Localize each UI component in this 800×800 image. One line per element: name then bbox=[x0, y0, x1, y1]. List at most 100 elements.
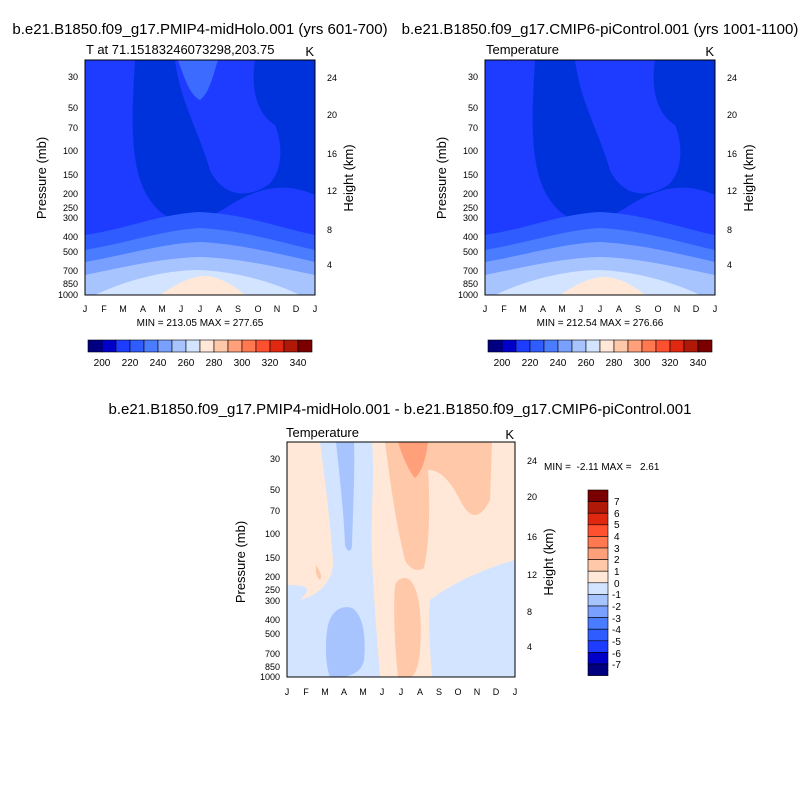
subtitle-left: Temperature bbox=[286, 425, 359, 440]
y-tick-label: 500 bbox=[63, 247, 78, 257]
contour-level-1-2-upper bbox=[385, 442, 492, 570]
x-tick-label: O bbox=[654, 304, 661, 314]
y-tick-label: 300 bbox=[265, 596, 280, 606]
x-tick-label: J bbox=[380, 687, 385, 697]
colorbar-tick-label: 280 bbox=[606, 358, 623, 369]
colorbar-swatch bbox=[87, 339, 103, 353]
y-tick-label: 100 bbox=[265, 529, 280, 539]
x-tick-label: M bbox=[119, 304, 127, 314]
y-right-tick-label: 4 bbox=[527, 642, 532, 652]
colorbar-swatch bbox=[101, 339, 117, 353]
y-tick-label: 700 bbox=[463, 266, 478, 276]
y-right-tick-label: 16 bbox=[327, 149, 337, 159]
colorbar-swatch bbox=[529, 339, 545, 353]
y-right-tick-label: 12 bbox=[327, 186, 337, 196]
y-right-tick-label: 8 bbox=[327, 225, 332, 235]
x-tick-label: A bbox=[616, 304, 622, 314]
contour-level-1-2-lower bbox=[394, 577, 421, 677]
x-tick-label: J bbox=[198, 304, 203, 314]
colorbar-swatch bbox=[587, 582, 609, 595]
panel-midholo: b.e21.B1850.f09_g17.PMIP4-midHolo.001 (y… bbox=[12, 21, 387, 369]
x-tick-label: S bbox=[436, 687, 442, 697]
colorbar-tick-label: -1 bbox=[612, 590, 621, 601]
colorbar-swatch bbox=[227, 339, 243, 353]
x-tick-label: J bbox=[513, 687, 518, 697]
y-right-tick-label: 24 bbox=[727, 73, 737, 83]
colorbar-swatch bbox=[587, 489, 609, 502]
colorbar-labels: 7 6 5 4 3 2 1 0 -1 -2 -3 -4 -5 -6 -7 bbox=[612, 497, 621, 671]
panel-title: b.e21.B1850.f09_g17.CMIP6-piControl.001 … bbox=[402, 21, 799, 38]
contour-level-2-3 bbox=[398, 442, 428, 478]
x-tick-label: M bbox=[158, 304, 166, 314]
y-axis-left: 30 50 70 100 150 200 250 300 400 500 700… bbox=[434, 72, 478, 300]
y-axis-title: Pressure (mb) bbox=[34, 137, 49, 219]
y-tick-label: 250 bbox=[463, 203, 478, 213]
y-tick-label: 30 bbox=[468, 72, 478, 82]
colorbar-swatch bbox=[587, 570, 609, 584]
y-right-tick-label: 20 bbox=[527, 492, 537, 502]
x-tick-label: N bbox=[474, 687, 481, 697]
plot-frame bbox=[286, 441, 516, 678]
contour-level-neg1-0-right bbox=[429, 560, 515, 677]
colorbar-tick-label: 0 bbox=[614, 579, 620, 590]
colorbar-tick-label: -5 bbox=[612, 637, 621, 648]
y-right-tick-label: 12 bbox=[727, 186, 737, 196]
units-label: K bbox=[505, 427, 514, 442]
y-axis-left: 30 50 70 100 150 200 250 300 400 500 700… bbox=[34, 72, 78, 300]
x-tick-label: O bbox=[454, 687, 461, 697]
y-right-tick-label: 4 bbox=[727, 260, 732, 270]
y-right-axis-title: Height (km) bbox=[741, 144, 756, 211]
y-axis-right: 24 20 16 12 8 4 Height (km) bbox=[327, 73, 356, 270]
colorbar-swatch bbox=[587, 524, 609, 537]
y-tick-label: 100 bbox=[463, 146, 478, 156]
y-tick-label: 850 bbox=[63, 279, 78, 289]
x-tick-label: J bbox=[179, 304, 184, 314]
y-tick-label: 850 bbox=[265, 662, 280, 672]
y-tick-label: 50 bbox=[270, 485, 280, 495]
y-axis-title: Pressure (mb) bbox=[233, 521, 248, 603]
y-tick-label: 250 bbox=[63, 203, 78, 213]
colorbar-tick-label: -2 bbox=[612, 602, 621, 613]
colorbar-swatch bbox=[587, 628, 609, 642]
y-tick-label: 400 bbox=[265, 615, 280, 625]
colorbar-swatch bbox=[613, 339, 629, 353]
y-tick-label: 30 bbox=[270, 454, 280, 464]
contour-level-235-top bbox=[178, 60, 218, 100]
y-right-tick-label: 24 bbox=[327, 73, 337, 83]
x-tick-label: J bbox=[83, 304, 88, 314]
contour-fill bbox=[287, 442, 515, 677]
y-tick-label: 150 bbox=[463, 170, 478, 180]
colorbar-tick-label: 200 bbox=[494, 358, 511, 369]
colorbar-tick-label: 260 bbox=[178, 358, 195, 369]
x-tick-label: O bbox=[254, 304, 261, 314]
y-tick-label: 100 bbox=[63, 146, 78, 156]
y-tick-label: 150 bbox=[63, 170, 78, 180]
plot-frame bbox=[484, 59, 716, 296]
x-tick-label: S bbox=[235, 304, 241, 314]
y-tick-label: 400 bbox=[63, 232, 78, 242]
y-right-axis-title: Height (km) bbox=[341, 144, 356, 211]
y-right-tick-label: 20 bbox=[327, 110, 337, 120]
y-tick-label: 300 bbox=[63, 213, 78, 223]
panel-picontrol: b.e21.B1850.f09_g17.CMIP6-piControl.001 … bbox=[402, 21, 799, 369]
y-tick-label: 500 bbox=[265, 629, 280, 639]
y-right-tick-label: 24 bbox=[527, 456, 537, 466]
colorbar-tick-label: 220 bbox=[122, 358, 139, 369]
y-tick-label: 500 bbox=[463, 247, 478, 257]
stats-label: MIN = 213.05 MAX = 277.65 bbox=[137, 318, 264, 329]
y-right-tick-label: 16 bbox=[727, 149, 737, 159]
colorbar-tick-label: 1 bbox=[614, 567, 620, 578]
contour-fill bbox=[485, 60, 715, 295]
colorbar-swatch bbox=[115, 339, 131, 353]
y-tick-label: 1000 bbox=[458, 290, 478, 300]
colorbar-swatch bbox=[171, 339, 187, 353]
x-axis: J F M A M J J A S O N D J bbox=[285, 687, 518, 697]
colorbar bbox=[487, 339, 713, 353]
colorbar-tick-label: 320 bbox=[262, 358, 279, 369]
colorbar-swatch bbox=[129, 339, 145, 353]
x-tick-label: A bbox=[540, 304, 546, 314]
contour-level-220 bbox=[485, 60, 715, 222]
colorbar-tick-label: 220 bbox=[522, 358, 539, 369]
y-tick-label: 70 bbox=[68, 123, 78, 133]
y-tick-label: 850 bbox=[463, 279, 478, 289]
